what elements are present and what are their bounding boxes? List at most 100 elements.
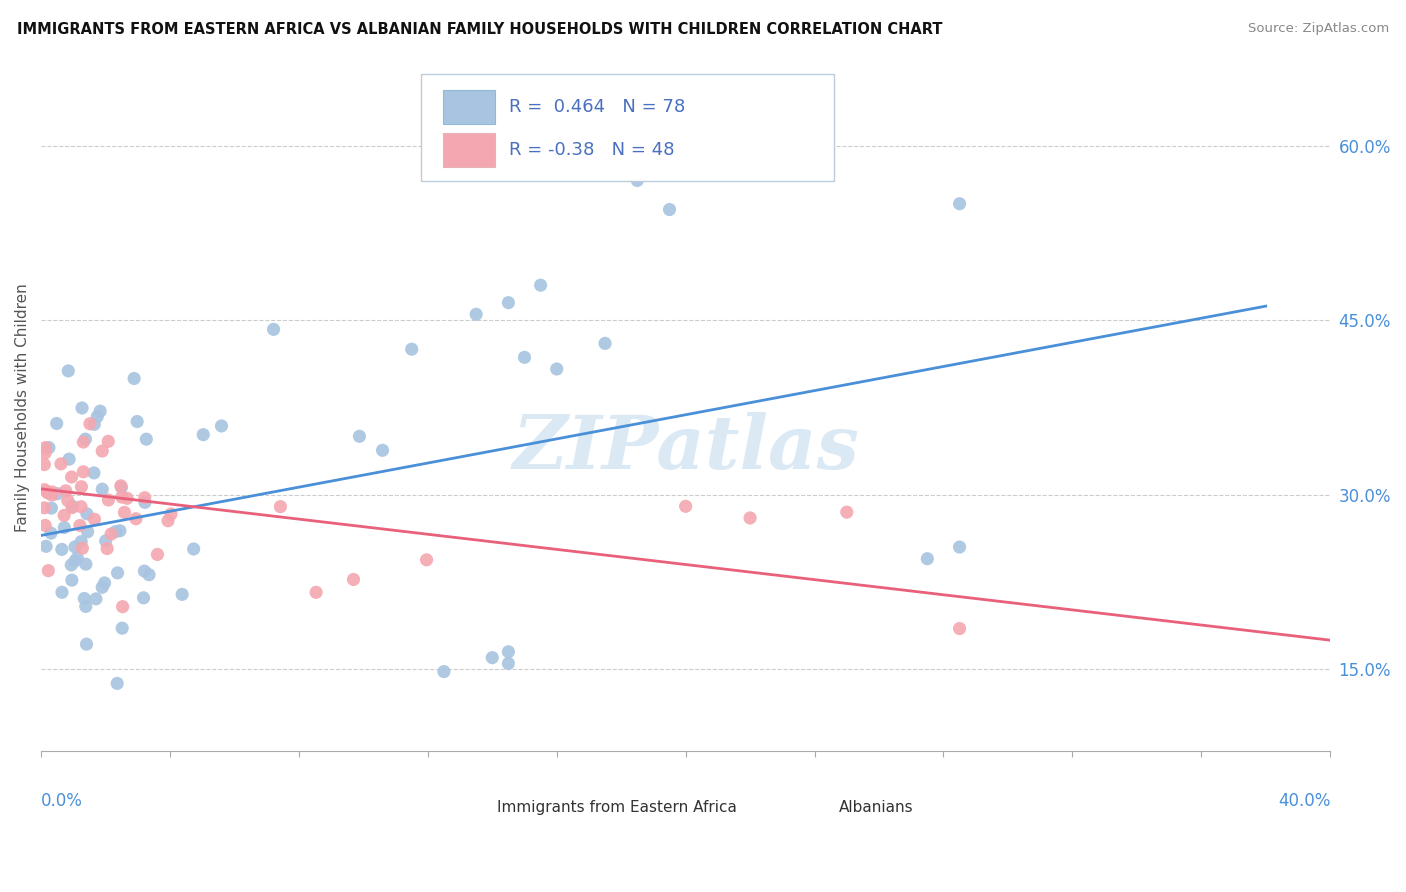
- Point: [93, 576, 115, 591]
- Point: [498, 295, 520, 310]
- Point: [91, 482, 114, 496]
- Point: [75, 432, 97, 446]
- Point: [263, 322, 285, 336]
- Point: [69, 518, 91, 533]
- Point: [86, 409, 108, 424]
- Point: [94, 533, 117, 548]
- Point: [76, 507, 98, 521]
- Point: [70, 534, 93, 549]
- Point: [211, 419, 233, 434]
- Point: [132, 591, 155, 605]
- Point: [53, 520, 76, 534]
- Point: [690, 115, 713, 129]
- Point: [84, 591, 107, 606]
- Point: [156, 514, 179, 528]
- Point: [342, 573, 364, 587]
- Point: [415, 553, 437, 567]
- Point: [46, 486, 69, 500]
- Point: [481, 650, 503, 665]
- Point: [45, 417, 67, 431]
- Point: [53, 508, 76, 523]
- Point: [498, 645, 520, 659]
- Point: [183, 541, 205, 556]
- Point: [110, 480, 132, 494]
- Point: [39, 526, 62, 541]
- Point: [948, 196, 970, 211]
- Point: [41, 501, 63, 516]
- Point: [917, 551, 939, 566]
- Point: [75, 557, 97, 571]
- Point: [134, 564, 156, 578]
- Point: [51, 542, 73, 557]
- Point: [835, 505, 858, 519]
- Point: [433, 665, 456, 679]
- Point: [100, 527, 122, 541]
- Point: [62, 500, 84, 514]
- Point: [160, 507, 183, 521]
- Point: [60, 470, 83, 484]
- Text: 0.0%: 0.0%: [41, 792, 83, 810]
- Point: [58, 364, 80, 378]
- Point: [63, 554, 86, 568]
- Point: [70, 480, 93, 494]
- Point: [349, 429, 371, 443]
- Point: [97, 493, 120, 508]
- Point: [110, 479, 132, 493]
- Point: [108, 524, 131, 538]
- Point: [465, 307, 488, 321]
- Point: [135, 432, 157, 446]
- Point: [948, 540, 970, 554]
- Point: [112, 505, 135, 519]
- Point: [83, 417, 105, 432]
- Point: [658, 202, 681, 217]
- Point: [37, 484, 59, 499]
- Point: [125, 512, 148, 526]
- Point: [56, 493, 79, 508]
- Point: [75, 599, 97, 614]
- Point: [34, 458, 56, 472]
- Point: [269, 500, 291, 514]
- Point: [37, 486, 59, 500]
- Point: [138, 567, 160, 582]
- Y-axis label: Family Households with Children: Family Households with Children: [15, 283, 30, 532]
- Point: [60, 573, 83, 587]
- Point: [76, 524, 98, 539]
- Point: [72, 435, 94, 450]
- Point: [948, 622, 970, 636]
- Point: [738, 511, 761, 525]
- Point: [60, 500, 83, 515]
- Point: [104, 524, 127, 539]
- FancyBboxPatch shape: [443, 90, 495, 125]
- Point: [530, 278, 553, 293]
- Point: [122, 371, 145, 385]
- Point: [91, 580, 114, 594]
- Point: [37, 564, 59, 578]
- FancyBboxPatch shape: [794, 796, 832, 818]
- Point: [111, 599, 134, 614]
- Text: ZIPatlas: ZIPatlas: [512, 412, 859, 485]
- Point: [91, 444, 114, 458]
- Point: [72, 465, 94, 479]
- Point: [34, 446, 56, 460]
- Point: [107, 566, 129, 580]
- Point: [34, 500, 56, 515]
- Point: [593, 336, 616, 351]
- Point: [63, 540, 86, 554]
- Point: [70, 401, 93, 415]
- Point: [34, 483, 56, 497]
- Point: [41, 488, 63, 502]
- Point: [172, 587, 194, 601]
- Point: [73, 591, 96, 606]
- Point: [111, 490, 134, 504]
- Point: [146, 548, 169, 562]
- Text: Immigrants from Eastern Africa: Immigrants from Eastern Africa: [498, 799, 737, 814]
- Point: [593, 150, 616, 164]
- Point: [513, 351, 536, 365]
- Point: [193, 427, 215, 442]
- Point: [127, 415, 149, 429]
- Point: [498, 657, 520, 671]
- Text: 40.0%: 40.0%: [1278, 792, 1330, 810]
- Point: [72, 541, 94, 556]
- Point: [51, 585, 73, 599]
- FancyBboxPatch shape: [422, 74, 834, 181]
